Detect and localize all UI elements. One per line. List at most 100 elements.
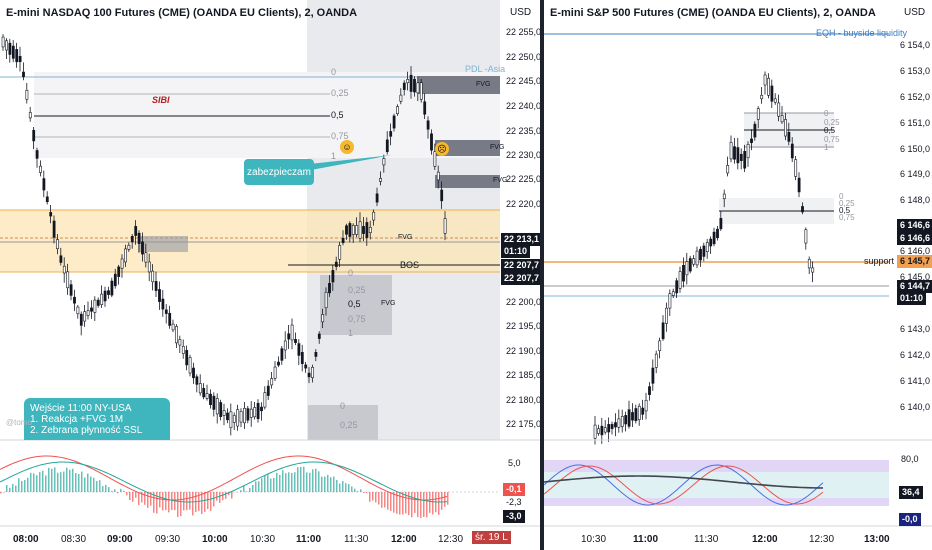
price-tick: 6 142,0	[900, 350, 931, 360]
price-tick: 22 190,0	[506, 346, 540, 356]
price-tick: 22 255,0	[506, 27, 540, 37]
price-tag-1: 6 146,6	[897, 219, 932, 232]
price-tag-3: 22 207,7	[501, 272, 540, 285]
fib-label-1: 1	[331, 151, 337, 161]
price-tick: 22 200,0	[506, 297, 540, 307]
price-tick: 22 185,0	[506, 370, 540, 380]
callout-box[interactable]: zabezpieczam	[244, 159, 314, 185]
rsi-oversold-band	[544, 498, 889, 506]
nasdaq-chart-panel[interactable]: E-mini NASDAQ 100 Futures (CME) (OANDA E…	[0, 0, 540, 550]
countdown-tag: 01:10	[897, 292, 927, 305]
nasdaq-chart-canvas[interactable]	[0, 0, 540, 550]
price-tick: 22 195,0	[506, 321, 540, 331]
fib-label-05: 0,5	[331, 110, 344, 120]
support-label: support	[864, 256, 895, 266]
time-tick: 10:30	[250, 534, 276, 545]
stoch-value-tag: -0,0	[899, 513, 921, 526]
fib-r-label-1: 1	[824, 143, 829, 152]
price-axis[interactable]	[500, 0, 540, 440]
fib-low-label-0: 0	[348, 268, 354, 278]
panel-divider[interactable]	[540, 0, 544, 550]
price-tick: 6 140,0	[900, 402, 931, 412]
fib-low-label-05: 0,5	[348, 299, 361, 309]
fvg-label-4: FVG	[398, 234, 413, 241]
date-badge[interactable]: śr. 19 L	[472, 531, 511, 544]
eqh-label: EQH - buyside liquidity	[816, 28, 908, 38]
sp500-chart-canvas[interactable]	[544, 0, 932, 550]
fib-label-075: 0,75	[331, 131, 349, 141]
osc-axis-top: 80,0	[901, 454, 919, 464]
osc-slow-line	[0, 461, 448, 503]
price-tick: 22 220,0	[506, 199, 540, 209]
fvg-box-1	[418, 76, 500, 94]
chart-title: E-mini NASDAQ 100 Futures (CME) (OANDA E…	[6, 7, 358, 19]
price-tick: 6 153,0	[900, 66, 931, 76]
current-price-tag: 6 144,7	[897, 280, 932, 293]
fib-r2-label-05: 0,5	[839, 206, 851, 215]
fib-r-label-025: 0,25	[824, 118, 840, 127]
fvg-label-1: FVG	[476, 81, 491, 88]
stoch-k-line	[544, 464, 824, 506]
osc-tag-2: -2,3	[503, 496, 525, 509]
price-tick: 6 146,0	[900, 246, 931, 256]
time-tick: 12:30	[809, 534, 835, 545]
watermark: @tomo	[6, 418, 32, 427]
price-tick: 6 143,0	[900, 324, 931, 334]
time-tick: 13:00	[864, 534, 890, 545]
callout-arrow	[300, 155, 392, 172]
time-tick: 12:30	[438, 534, 464, 545]
smile-emoji-icon: ☺	[340, 140, 354, 154]
fvg-box-left	[138, 236, 188, 252]
fib-r2-label-025: 0,25	[839, 199, 855, 208]
currency-label[interactable]: USD	[510, 7, 532, 18]
price-tick: 22 245,0	[506, 76, 540, 86]
sp500-chart-panel[interactable]: E-mini S&P 500 Futures (CME) (OANDA EU C…	[544, 0, 932, 550]
price-tick: 6 145,0	[900, 272, 931, 282]
fvg-label-3: FVG	[493, 177, 508, 184]
sp500-candles	[593, 71, 815, 445]
price-tick: 22 250,0	[506, 52, 540, 62]
price-tick: 22 230,0	[506, 150, 540, 160]
fib-label-0: 0	[331, 67, 337, 77]
oscillator-pane	[0, 441, 500, 526]
current-price-tag: 22 213,1	[501, 233, 540, 246]
fib-bottom-label-025: 0,25	[340, 420, 358, 430]
time-tick: 11:00	[296, 534, 322, 545]
entry-note-line1: 1. Reakcja +FVG 1M	[30, 414, 124, 425]
fib-low-label-025: 0,25	[348, 285, 366, 295]
fib-box-low	[320, 275, 392, 335]
price-tick: 6 150,0	[900, 144, 931, 154]
rsi-mid-band	[544, 472, 889, 498]
osc-tag-3: -3,0	[503, 510, 525, 523]
rsi-value-tag: 36,4	[899, 486, 923, 499]
fvg-box-3	[435, 175, 500, 188]
fib-bottom-label-0: 0	[340, 401, 346, 411]
bos-label: BOS	[400, 260, 420, 270]
osc-tag-1: -0,1	[503, 483, 525, 496]
sibi-label: SIBI	[152, 95, 170, 105]
fib-label-025: 0,25	[331, 88, 349, 98]
price-tick: 22 240,0	[506, 101, 540, 111]
fvg-label-2: FVG	[490, 144, 505, 151]
time-tick: 12:00	[391, 534, 417, 545]
entry-note[interactable]: Wejście 11:00 NY-USA 1. Reakcja +FVG 1M …	[24, 398, 170, 440]
fvg-label-5: FVG	[381, 300, 396, 307]
time-tick: 12:00	[752, 534, 778, 545]
chart-title: E-mini S&P 500 Futures (CME) (OANDA EU C…	[550, 7, 876, 19]
entry-note-line2: 2. Zebrana płynność SSL	[30, 425, 143, 436]
price-tick: 6 149,0	[900, 169, 931, 179]
price-tick: 6 154,0	[900, 40, 931, 50]
time-tick: 11:30	[694, 534, 719, 545]
fib-r2-label-0: 0	[839, 192, 844, 201]
price-tick: 6 148,0	[900, 195, 931, 205]
price-tick: 22 180,0	[506, 395, 540, 405]
time-tick: 09:30	[155, 534, 181, 545]
support-price-tag: 6 145,7	[897, 255, 932, 268]
time-tick: 10:30	[581, 534, 607, 545]
demand-zone	[0, 210, 500, 272]
osc-axis-top: 5,0	[508, 458, 521, 468]
worried-emoji-icon: ☹	[435, 142, 449, 156]
price-tag-2: 6 146,6	[897, 232, 932, 245]
currency-label[interactable]: USD	[904, 7, 926, 18]
time-tick: 11:00	[633, 534, 659, 545]
